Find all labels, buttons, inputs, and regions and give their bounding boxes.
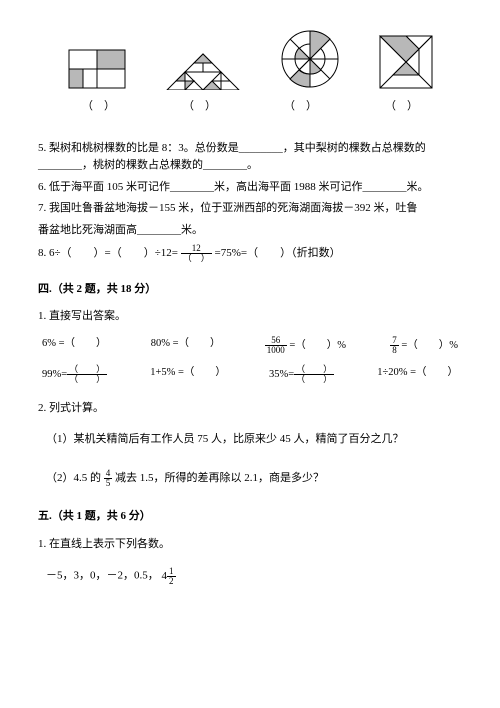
paren-row: （ ） （ ） （ ） （ ） bbox=[38, 98, 462, 116]
math-row-1: 6% =（ ） 80% =（ ） 561000 =（ ）% 78 =（ ）% bbox=[38, 336, 462, 355]
q8: 8. 6÷（ ）=（ ）÷12= 12 （ ） =75%=（ ）（折扣数） bbox=[38, 244, 462, 263]
paren-2: （ ） bbox=[183, 98, 216, 116]
sub-5-1: 1. 在直线上表示下列各数。 bbox=[38, 536, 462, 554]
paren-4: （ ） bbox=[385, 98, 418, 116]
sub-4-1: 1. 直接写出答案。 bbox=[38, 308, 462, 326]
r1c: 561000 =（ ）% bbox=[265, 336, 346, 355]
q8-frac: 12 （ ） bbox=[181, 244, 212, 263]
r2a: 99%=（ ）（ ） bbox=[42, 365, 107, 384]
shape-tangram bbox=[378, 34, 434, 90]
r2c: 35%=（ ）（ ） bbox=[269, 365, 334, 384]
r1a: 6% =（ ） bbox=[42, 336, 107, 355]
shape-triangles bbox=[164, 50, 242, 90]
q5: 5. 梨树和桃树棵数的比是 8：3。总份数是________，其中梨树的棵数占总… bbox=[38, 140, 462, 175]
r2b: 1+5% =（ ） bbox=[150, 365, 226, 384]
q8-post: =75%=（ ）（折扣数） bbox=[215, 247, 341, 259]
sub-4-2: 2. 列式计算。 bbox=[38, 400, 462, 418]
q8-pre: 8. 6÷（ ）=（ ）÷12= bbox=[38, 247, 178, 259]
shape-circle bbox=[279, 28, 341, 90]
section-5: 五.（共 1 题，共 6 分） bbox=[38, 508, 462, 526]
paren-1: （ ） bbox=[82, 98, 115, 116]
mixed-number: 412 bbox=[162, 567, 176, 586]
shapes-row bbox=[38, 28, 462, 90]
word-prob-2: （2）4.5 的 45 减去 1.5，所得的差再除以 2.1，商是多少？ bbox=[46, 469, 462, 488]
q7b: 番盆地比死海湖面高________米。 bbox=[38, 222, 462, 240]
paren-3: （ ） bbox=[284, 98, 317, 116]
q7a: 7. 我国吐鲁番盆地海拔－155 米，位于亚洲西部的死海湖面海拔－392 米，吐… bbox=[38, 200, 462, 218]
word-prob-1: （1）某机关精简后有工作人员 75 人，比原来少 45 人，精简了百分之几？ bbox=[46, 431, 462, 449]
section-4: 四.（共 2 题，共 18 分） bbox=[38, 281, 462, 299]
number-line-values: －5，3，0，－2，0.5， 412 bbox=[46, 567, 462, 586]
math-row-2: 99%=（ ）（ ） 1+5% =（ ） 35%=（ ）（ ） 1÷20% =（… bbox=[38, 365, 462, 384]
r1d: 78 =（ ）% bbox=[390, 336, 458, 355]
r2d: 1÷20% =（ ） bbox=[377, 365, 458, 384]
shape-grid bbox=[67, 48, 127, 90]
q6: 6. 低于海平面 105 米可记作________米，高出海平面 1988 米可… bbox=[38, 179, 462, 197]
r1b: 80% =（ ） bbox=[151, 336, 221, 355]
